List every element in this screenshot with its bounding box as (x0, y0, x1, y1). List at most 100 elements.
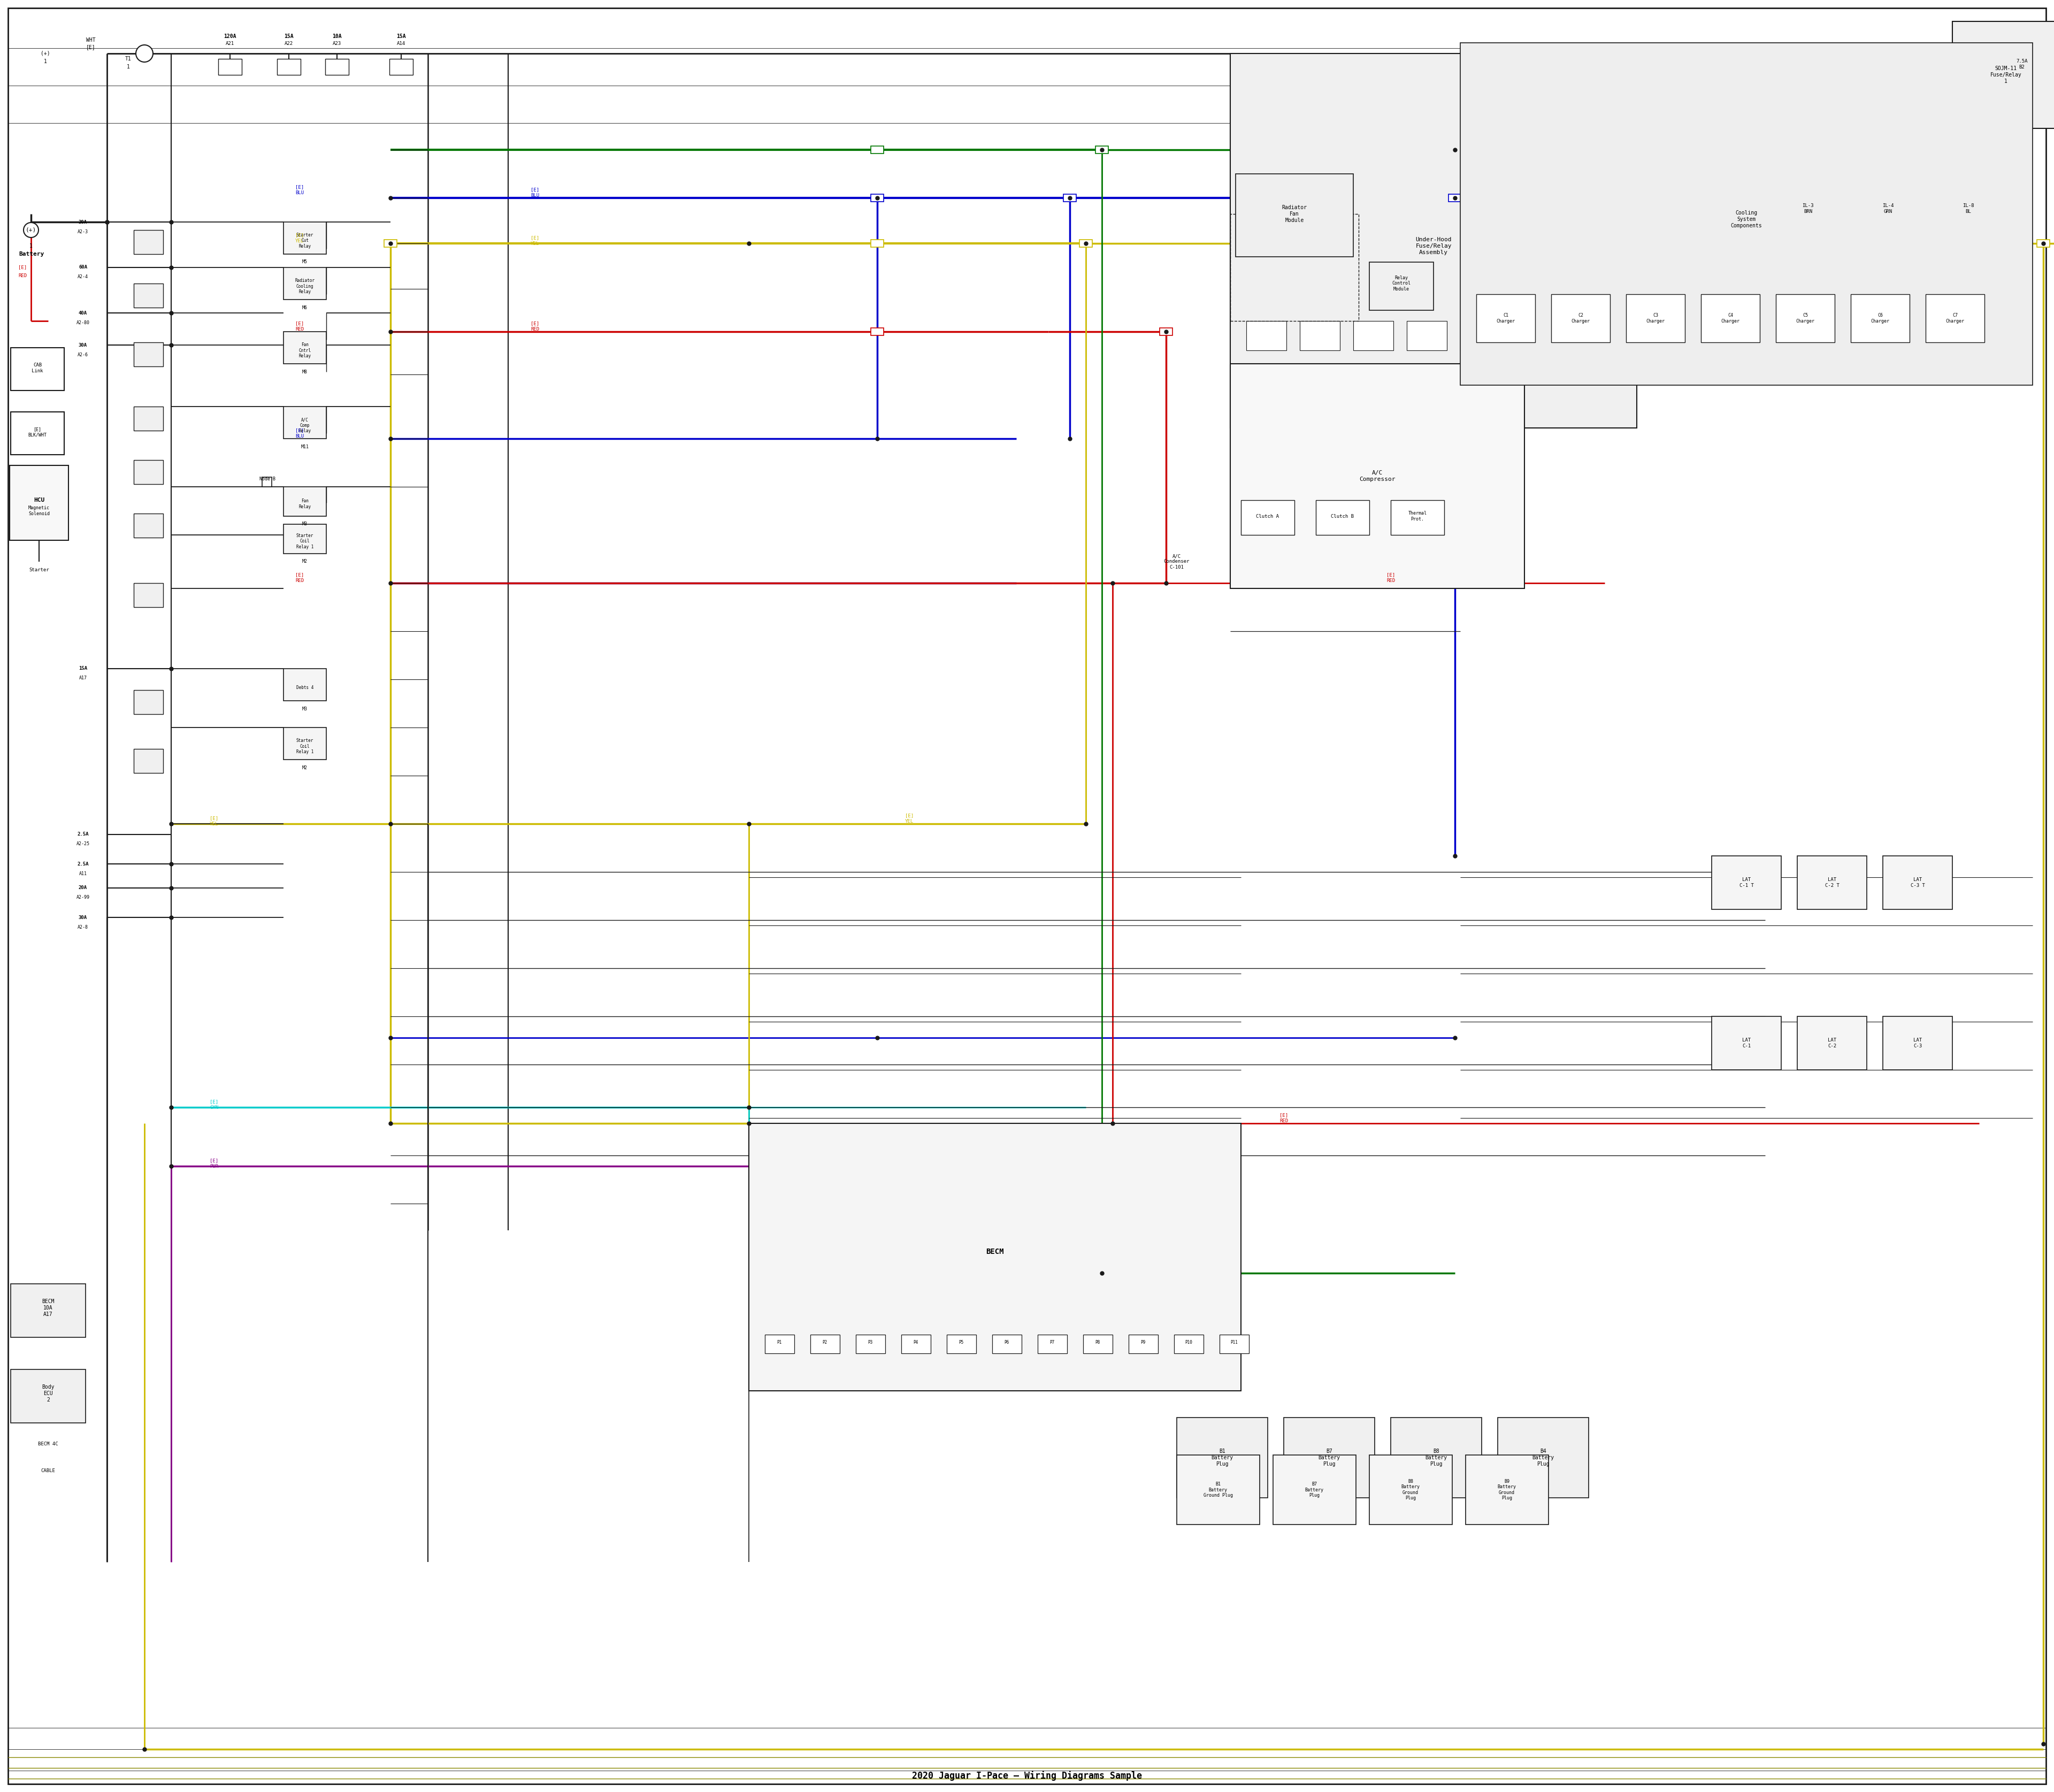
Bar (134, 749, 162, 772)
Bar (871, 194, 883, 202)
Text: Starter
Coil
Relay 1: Starter Coil Relay 1 (296, 534, 314, 550)
Text: Relay
Control
Module: Relay Control Module (1393, 276, 1411, 292)
Bar (1230, 364, 1524, 588)
Text: Battery: Battery (18, 251, 43, 256)
Text: A14: A14 (396, 41, 405, 47)
Text: Radiator
Fan
Module: Radiator Fan Module (1282, 204, 1306, 222)
Text: [E]
RED: [E] RED (1280, 1113, 1288, 1124)
Bar (390, 59, 413, 75)
Bar (947, 1335, 976, 1353)
Bar (1884, 857, 1953, 909)
Bar (1095, 145, 1109, 154)
Bar (283, 487, 327, 516)
Bar (1370, 1455, 1452, 1525)
Text: A2-6: A2-6 (78, 353, 88, 357)
Bar (1467, 1455, 1549, 1525)
Text: [E]
RED: [E] RED (1386, 572, 1395, 582)
Bar (992, 1335, 1021, 1353)
Bar (1037, 1335, 1068, 1353)
Text: 15A: 15A (283, 34, 294, 39)
Text: Node B: Node B (259, 477, 275, 482)
Text: A2-99: A2-99 (76, 896, 90, 900)
Bar (10, 1283, 86, 1337)
Bar (871, 240, 883, 247)
Text: 2.5A: 2.5A (78, 831, 88, 837)
Bar (2038, 240, 2050, 247)
Bar (384, 240, 396, 247)
Bar (1230, 54, 1637, 428)
Text: 40A: 40A (78, 310, 86, 315)
Text: A21: A21 (226, 41, 234, 47)
Text: IL-4
GRN: IL-4 GRN (1881, 204, 1894, 213)
Text: [E]
BLK/WHT: [E] BLK/WHT (29, 426, 47, 437)
Text: IL-8
BL: IL-8 BL (1964, 204, 1974, 213)
Bar (283, 407, 327, 439)
Text: BECM: BECM (986, 1247, 1004, 1256)
Bar (1497, 1417, 1588, 1498)
Bar (811, 1335, 840, 1353)
Text: LAT
C-1: LAT C-1 (1742, 1038, 1750, 1048)
Text: CABLE: CABLE (41, 1469, 55, 1473)
Text: P7: P7 (1050, 1340, 1054, 1346)
Bar (1797, 857, 1867, 909)
Text: P9: P9 (1140, 1340, 1146, 1346)
Bar (134, 229, 162, 254)
Text: Radiator
Cooling
Relay: Radiator Cooling Relay (296, 278, 314, 294)
Text: RED: RED (18, 272, 27, 278)
Bar (1448, 194, 1460, 202)
Text: T1: T1 (125, 56, 131, 61)
Text: 15A: 15A (396, 34, 407, 39)
Text: C2
Charger: C2 Charger (1571, 314, 1590, 324)
Text: C3
Charger: C3 Charger (1645, 314, 1666, 324)
Bar (902, 1335, 930, 1353)
Text: Clutch A: Clutch A (1257, 514, 1280, 518)
Text: SOJM-11
Fuse/Relay
1: SOJM-11 Fuse/Relay 1 (1990, 66, 2021, 84)
Text: P6: P6 (1004, 1340, 1009, 1346)
Bar (1241, 500, 1294, 536)
Text: [E]
CYN: [E] CYN (210, 1100, 218, 1109)
Bar (1407, 375, 1446, 403)
Text: Starter
Cut
Relay: Starter Cut Relay (296, 233, 314, 249)
Bar (283, 728, 327, 760)
Bar (1080, 240, 1093, 247)
Text: 1: 1 (29, 244, 33, 249)
Text: P8: P8 (1095, 1340, 1101, 1346)
Text: A11: A11 (78, 871, 86, 876)
Bar (218, 59, 242, 75)
Text: [E]
RED: [E] RED (296, 321, 304, 332)
Bar (1884, 1016, 1953, 1070)
Text: [E]
BLU: [E] BLU (296, 185, 304, 195)
Text: M5: M5 (302, 260, 308, 265)
Bar (1851, 294, 1910, 342)
Bar (283, 525, 327, 554)
Text: Thermal
Prot.: Thermal Prot. (1409, 511, 1428, 521)
Bar (263, 477, 271, 487)
Bar (1064, 194, 1076, 202)
Circle shape (23, 222, 39, 238)
Text: P2: P2 (822, 1340, 828, 1346)
Bar (10, 348, 64, 391)
Text: A2-4: A2-4 (78, 274, 88, 280)
Bar (1927, 294, 1984, 342)
Circle shape (136, 45, 152, 63)
Text: [E]
YEL: [E] YEL (906, 814, 914, 824)
Text: A2-3: A2-3 (78, 229, 88, 235)
Text: 7.5A
B2: 7.5A B2 (2017, 59, 2027, 70)
Text: 2020 Jaguar I-Pace — Wiring Diagrams Sample: 2020 Jaguar I-Pace — Wiring Diagrams Sam… (912, 1770, 1142, 1781)
Text: B1
Battery
Plug: B1 Battery Plug (1212, 1448, 1232, 1466)
Text: B4
Battery
Plug: B4 Battery Plug (1532, 1448, 1555, 1466)
Text: [E]: [E] (18, 265, 27, 271)
Text: Magnetic
Solenoid: Magnetic Solenoid (29, 505, 49, 516)
Text: [E]
BLU: [E] BLU (530, 188, 540, 197)
Bar (283, 222, 327, 254)
Text: A2-80: A2-80 (76, 321, 90, 324)
Text: [E]
RED: [E] RED (296, 572, 304, 582)
Text: 15A: 15A (78, 667, 86, 670)
Bar (1128, 1335, 1158, 1353)
Text: P1: P1 (776, 1340, 783, 1346)
Bar (1370, 262, 1434, 310)
Bar (325, 59, 349, 75)
Text: B1
Battery
Ground Plug: B1 Battery Ground Plug (1204, 1482, 1232, 1498)
Bar (871, 145, 883, 154)
Text: 1: 1 (127, 65, 129, 70)
